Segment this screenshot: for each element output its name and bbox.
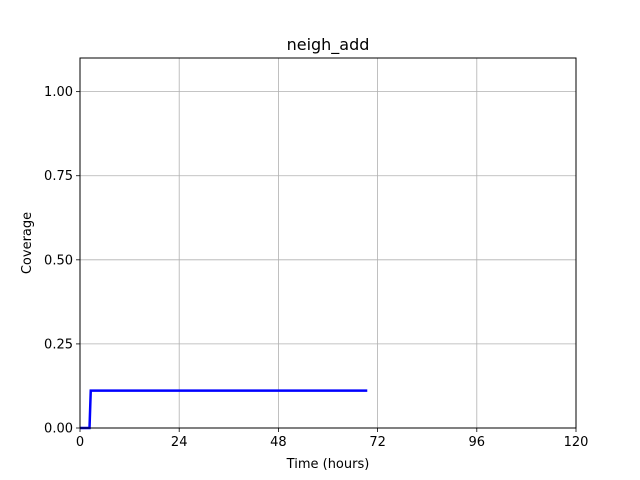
axis-ticks: 0 24 48 72 96 120 0.00 0.25 0.50 0.75 1.00 [44, 85, 588, 450]
x-tick-label: 24 [171, 435, 188, 450]
plot-frame [79, 57, 577, 429]
y-axis-label: Coverage [20, 212, 35, 274]
x-tick-label: 0 [76, 435, 84, 450]
x-tick-label: 72 [369, 435, 386, 450]
plot-area [80, 58, 576, 428]
y-tick-label: 0.25 [44, 337, 73, 352]
y-tick-label: 0.00 [44, 422, 73, 437]
x-tick-label: 96 [469, 435, 486, 450]
y-tick-label: 0.50 [44, 253, 73, 268]
y-tick-label: 0.75 [44, 169, 73, 184]
x-axis-label: Time (hours) [286, 457, 370, 472]
chart-title: neigh_add [287, 35, 370, 55]
y-tick-label: 1.00 [44, 85, 73, 100]
grid-lines [79, 58, 577, 429]
x-tick-label: 48 [270, 435, 287, 450]
x-tick-label: 120 [564, 435, 589, 450]
